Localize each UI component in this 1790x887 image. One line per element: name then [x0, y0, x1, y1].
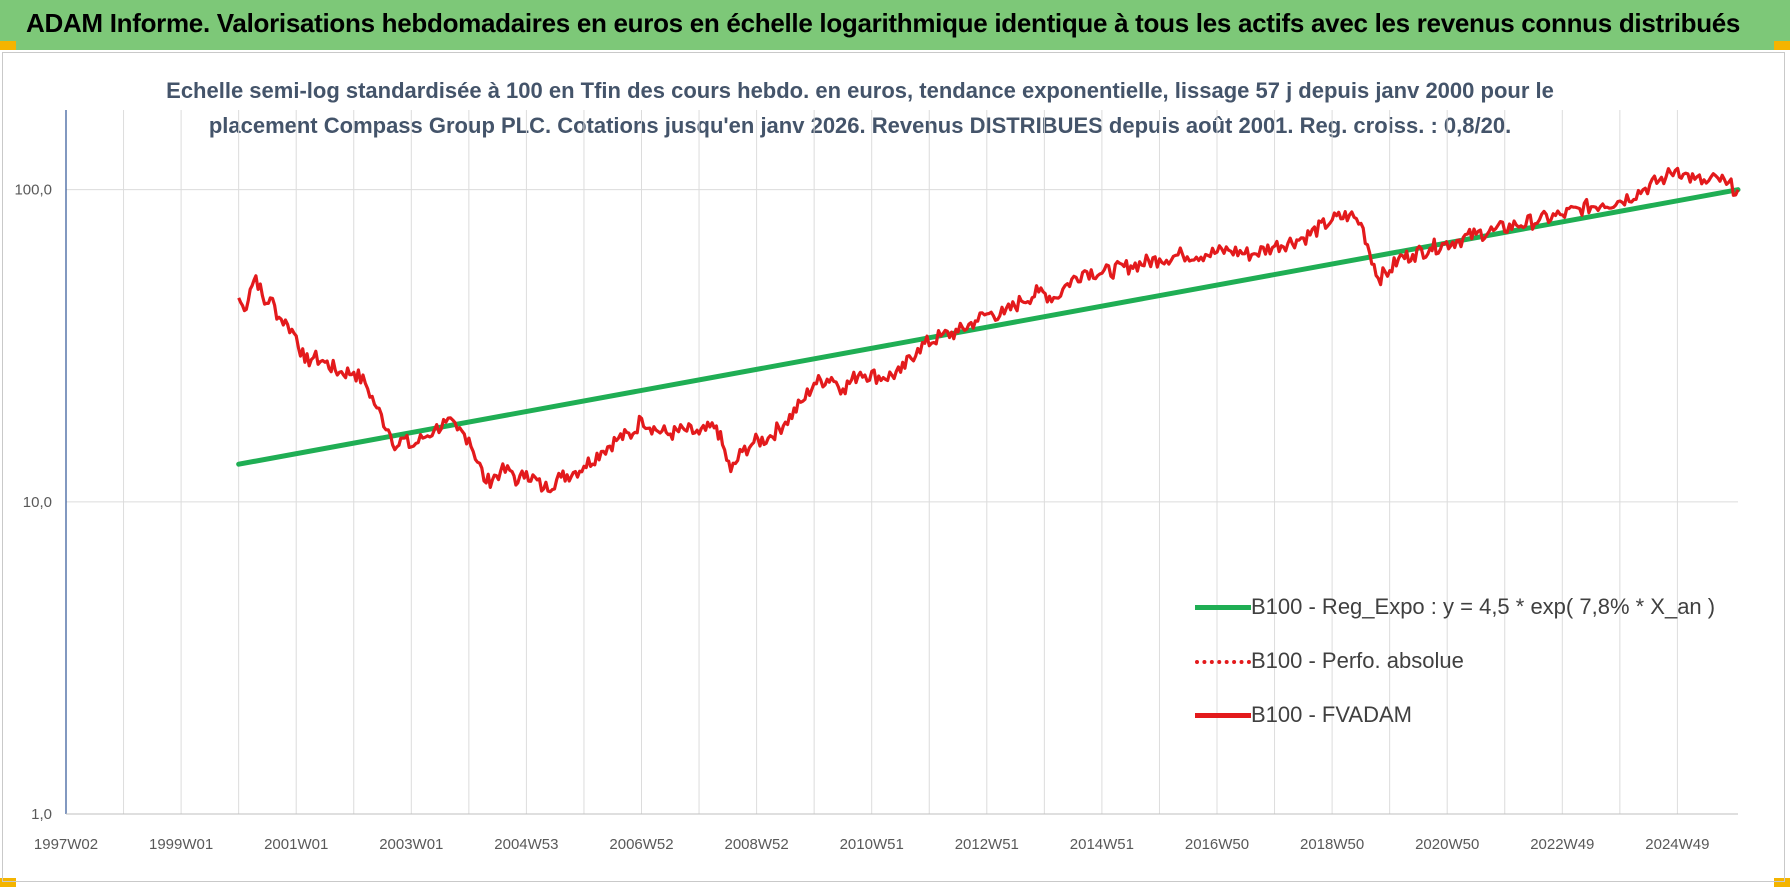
legend-label-fvadam: B100 - FVADAM — [1251, 702, 1412, 727]
banner-title: ADAM Informe. Valorisations hebdomadaire… — [26, 8, 1741, 38]
title-banner: ADAM Informe. Valorisations hebdomadaire… — [0, 0, 1790, 50]
y-tick-label: 10,0 — [23, 494, 52, 511]
legend-swatch-solid-green — [1195, 605, 1251, 610]
x-tick-label: 2008W52 — [724, 836, 788, 853]
x-tick-label: 2020W50 — [1415, 836, 1479, 853]
y-tick-label: 100,0 — [14, 182, 52, 199]
x-tick-label: 2018W50 — [1300, 836, 1364, 853]
x-tick-label: 2010W51 — [840, 836, 904, 853]
chart-title-line-1: Echelle semi-log standardisée à 100 en T… — [166, 78, 1554, 103]
x-tick-label: 1997W02 — [34, 836, 98, 853]
chart-frame — [2, 52, 1785, 882]
legend-label-regression: B100 - Reg_Expo : y = 4,5 * exp( 7,8% * … — [1251, 594, 1716, 619]
legend-label-perfo-absolue: B100 - Perfo. absolue — [1251, 648, 1464, 673]
x-tick-label: 2004W53 — [494, 836, 558, 853]
corner-marker-top-right — [1774, 41, 1790, 50]
x-tick-label: 2016W50 — [1185, 836, 1249, 853]
legend-swatch-dotted-red — [1195, 660, 1251, 664]
corner-marker-bottom-right — [1774, 878, 1790, 887]
x-tick-label: 2001W01 — [264, 836, 328, 853]
x-tick-label: 2006W52 — [609, 836, 673, 853]
x-tick-label: 1999W01 — [149, 836, 213, 853]
series-line-fvadam — [237, 166, 1740, 494]
x-tick-label: 2003W01 — [379, 836, 443, 853]
y-tick-label: 1,0 — [31, 806, 52, 823]
series-line-regression — [236, 187, 1741, 467]
x-tick-label: 2022W49 — [1530, 836, 1594, 853]
corner-marker-bottom-left — [0, 878, 16, 887]
x-tick-label: 2012W51 — [955, 836, 1019, 853]
legend-swatch-solid-red — [1195, 713, 1251, 718]
chart-title-line-2: placement Compass Group PLC. Cotations j… — [208, 113, 1512, 138]
x-tick-label: 2024W49 — [1645, 836, 1709, 853]
x-tick-label: 2014W51 — [1070, 836, 1134, 853]
corner-marker-top-left — [0, 41, 16, 50]
